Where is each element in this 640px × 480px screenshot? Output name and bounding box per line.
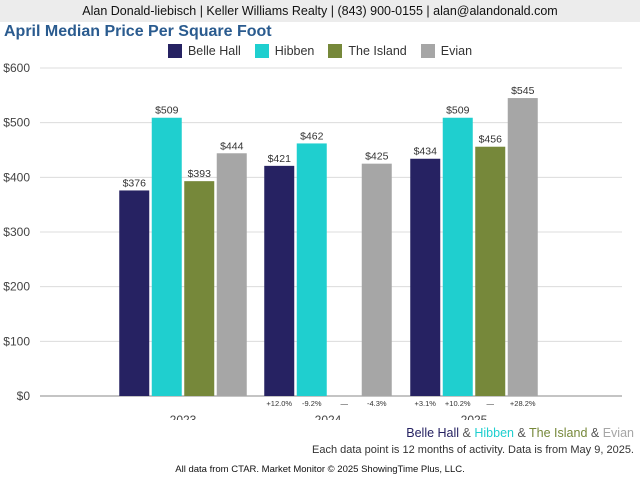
y-tick-label: $100 xyxy=(3,334,30,348)
footer-legend-belle-hall: Belle Hall xyxy=(406,426,460,440)
source-credit: All data from CTAR. Market Monitor © 202… xyxy=(175,464,465,475)
bar xyxy=(475,146,506,396)
change-label: -4.3% xyxy=(367,399,387,408)
data-label: $545 xyxy=(511,85,535,97)
legend-label: The Island xyxy=(348,44,407,58)
legend-item-evian: Evian xyxy=(420,44,473,58)
y-tick-label: $0 xyxy=(17,389,31,403)
y-tick-label: $400 xyxy=(3,170,30,184)
bar xyxy=(119,190,150,396)
footer-separator: & xyxy=(459,426,475,440)
data-label: $421 xyxy=(268,153,292,165)
change-label: +28.2% xyxy=(510,399,536,408)
contact-header: Alan Donald-liebisch | Keller Williams R… xyxy=(0,0,640,22)
data-label: $434 xyxy=(414,146,438,158)
legend-label: Belle Hall xyxy=(187,44,241,58)
data-note: Each data point is 12 months of activity… xyxy=(311,444,634,456)
legend-swatch xyxy=(167,44,182,58)
change-label: — xyxy=(341,399,349,408)
bar xyxy=(410,158,441,396)
data-label: $393 xyxy=(188,168,212,180)
legend-swatch xyxy=(420,44,435,58)
chart-title: April Median Price Per Square Foot xyxy=(4,23,272,40)
data-label: $509 xyxy=(155,105,179,117)
footer-legend-hibben: Hibben xyxy=(474,426,514,440)
change-label: +10.2% xyxy=(445,399,471,408)
legend-item-belle-hall: Belle Hall xyxy=(167,44,241,58)
bar xyxy=(184,181,215,396)
bar xyxy=(264,165,295,396)
change-label: +12.0% xyxy=(266,399,292,408)
footer-separator: & xyxy=(587,426,603,440)
data-label: $376 xyxy=(123,177,147,189)
y-tick-label: $300 xyxy=(3,225,30,239)
x-tick-label: 2025 xyxy=(461,413,488,420)
x-tick-label: 2024 xyxy=(315,413,342,420)
legend-label: Evian xyxy=(440,44,473,58)
footer-legend-the-island: The Island xyxy=(529,426,588,440)
bar xyxy=(151,117,182,396)
legend-item-hibben: Hibben xyxy=(254,44,315,58)
data-label: $444 xyxy=(220,140,244,152)
data-label: $509 xyxy=(446,105,470,117)
data-label: $425 xyxy=(365,151,389,163)
legend-label: Hibben xyxy=(274,44,315,58)
change-label: -9.2% xyxy=(302,399,322,408)
y-tick-label: $200 xyxy=(3,280,30,294)
data-label: $462 xyxy=(300,130,324,142)
y-tick-label: $500 xyxy=(3,116,30,130)
bar-chart: $0 $100 $200 $300 $400 $500 $600 $376 $509 $393 $4… xyxy=(3,61,622,420)
legend-swatch xyxy=(254,44,269,58)
x-tick-label: 2023 xyxy=(170,413,197,420)
data-label: $456 xyxy=(479,134,503,146)
chart-legend: Belle Hall Hibben The Island Evian xyxy=(0,44,640,58)
footer-legend: Belle Hall & Hibben & The Island & Evian xyxy=(406,426,634,440)
bar xyxy=(216,153,247,396)
bar xyxy=(296,143,327,396)
bar xyxy=(442,117,473,396)
footer-separator: & xyxy=(513,426,530,440)
footer-legend-evian: Evian xyxy=(602,426,634,440)
legend-swatch xyxy=(328,44,343,58)
bar xyxy=(507,98,538,397)
change-label: +3.1% xyxy=(415,399,437,408)
y-tick-label: $600 xyxy=(3,61,30,75)
bar xyxy=(361,163,392,396)
legend-item-the-island: The Island xyxy=(328,44,407,58)
change-label: — xyxy=(487,399,495,408)
